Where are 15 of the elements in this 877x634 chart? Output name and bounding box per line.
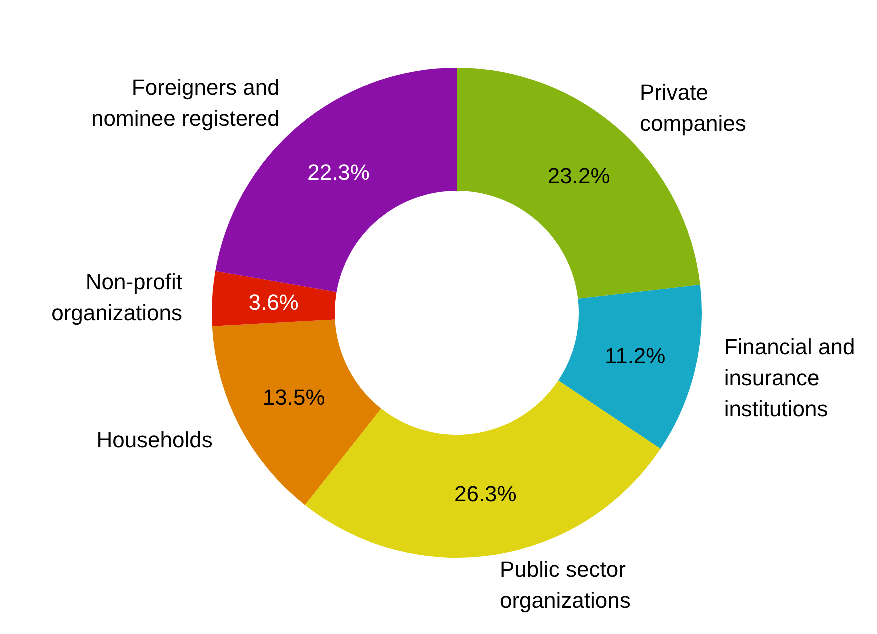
data-label: 23.2% (548, 164, 610, 189)
slice-label: Private companies (640, 80, 746, 136)
slice-label: Financial and insurance institutions (724, 334, 856, 422)
slice-label: Non-profit organizations (52, 269, 182, 326)
slice-label: Foreigners and nominee registered (92, 74, 280, 131)
slice-label: Households (96, 427, 213, 452)
data-label: 13.5% (262, 385, 326, 410)
data-label: 26.3% (454, 482, 517, 507)
donut-slice (212, 320, 382, 506)
donut-slice (558, 284, 702, 449)
data-label: 22.3% (308, 160, 370, 186)
data-label: 11.2% (605, 344, 666, 369)
slice-label: Public sector organizations (500, 556, 631, 613)
donut-slice (212, 271, 337, 326)
data-label: 3.6% (248, 290, 299, 315)
